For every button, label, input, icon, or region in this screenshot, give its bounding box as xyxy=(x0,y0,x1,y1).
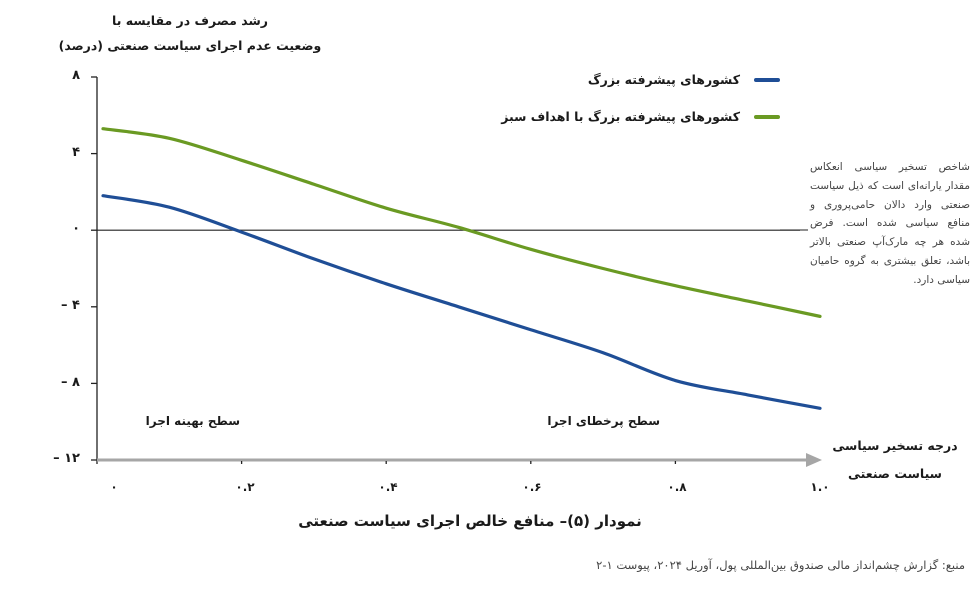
x-axis-title-line2: سیاست صنعتی xyxy=(848,466,942,481)
y-axis-title: رشد مصرف در مقایسه با وضعیت عدم اجرای سی… xyxy=(40,8,340,58)
y-tick-label: ۰ xyxy=(72,221,80,236)
x-tick-label: ۱.۰ xyxy=(810,480,830,494)
y-axis-title-line1: رشد مصرف در مقایسه با xyxy=(112,13,268,28)
legend-swatch-blue xyxy=(754,77,780,82)
x-axis-arrow-icon xyxy=(806,453,822,467)
x-tick-label: ۰.۴ xyxy=(378,480,398,494)
legend-label: کشورهای پیشرفته بزرگ با اهداف سبز xyxy=(501,109,740,124)
y-tick-label: – ۸ xyxy=(61,375,80,390)
x-tick-label: ۰ xyxy=(110,480,118,494)
x-tick-label: ۰.۲ xyxy=(235,480,255,494)
figure-caption: نمودار (۵)– منافع خالص اجرای سیاست صنعتی xyxy=(298,512,642,530)
x-tick-label: ۰.۸ xyxy=(667,480,687,494)
side-note: شاخص تسخیر سیاسی انعکاس مقدار یارانه‌ای … xyxy=(810,161,970,286)
series-line-green-goals xyxy=(101,127,822,318)
legend-swatch-green xyxy=(754,114,780,119)
y-axis-title-line2: وضعیت عدم اجرای سیاست صنعتی (درصد) xyxy=(58,38,322,53)
x-tick-label: ۰.۶ xyxy=(522,480,542,494)
y-tick-label: ۴ xyxy=(72,145,80,160)
legend-item-green-goals: کشورهای پیشرفته بزرگ با اهداف سبز xyxy=(501,109,780,124)
annotation-risky-level: سطح پرخطای اجرا xyxy=(547,414,660,428)
legend-item-major-economies: کشورهای پیشرفته بزرگ xyxy=(588,72,780,87)
x-axis-title: درجه تسخیر سیاسی سیاست صنعتی xyxy=(820,432,970,488)
y-tick-label: – ۴ xyxy=(61,298,80,313)
annotation-optimal-level: سطح بهینه اجرا xyxy=(145,414,240,428)
y-tick-label: – ۱۲ xyxy=(53,451,80,466)
source-note: منبع: گزارش چشم‌انداز مالی صندوق بین‌الم… xyxy=(596,558,965,572)
x-axis-title-line1: درجه تسخیر سیاسی xyxy=(832,438,958,453)
legend-label: کشورهای پیشرفته بزرگ xyxy=(587,72,740,87)
y-tick-label: ۸ xyxy=(72,68,80,83)
series-line-major-economies xyxy=(101,194,822,410)
